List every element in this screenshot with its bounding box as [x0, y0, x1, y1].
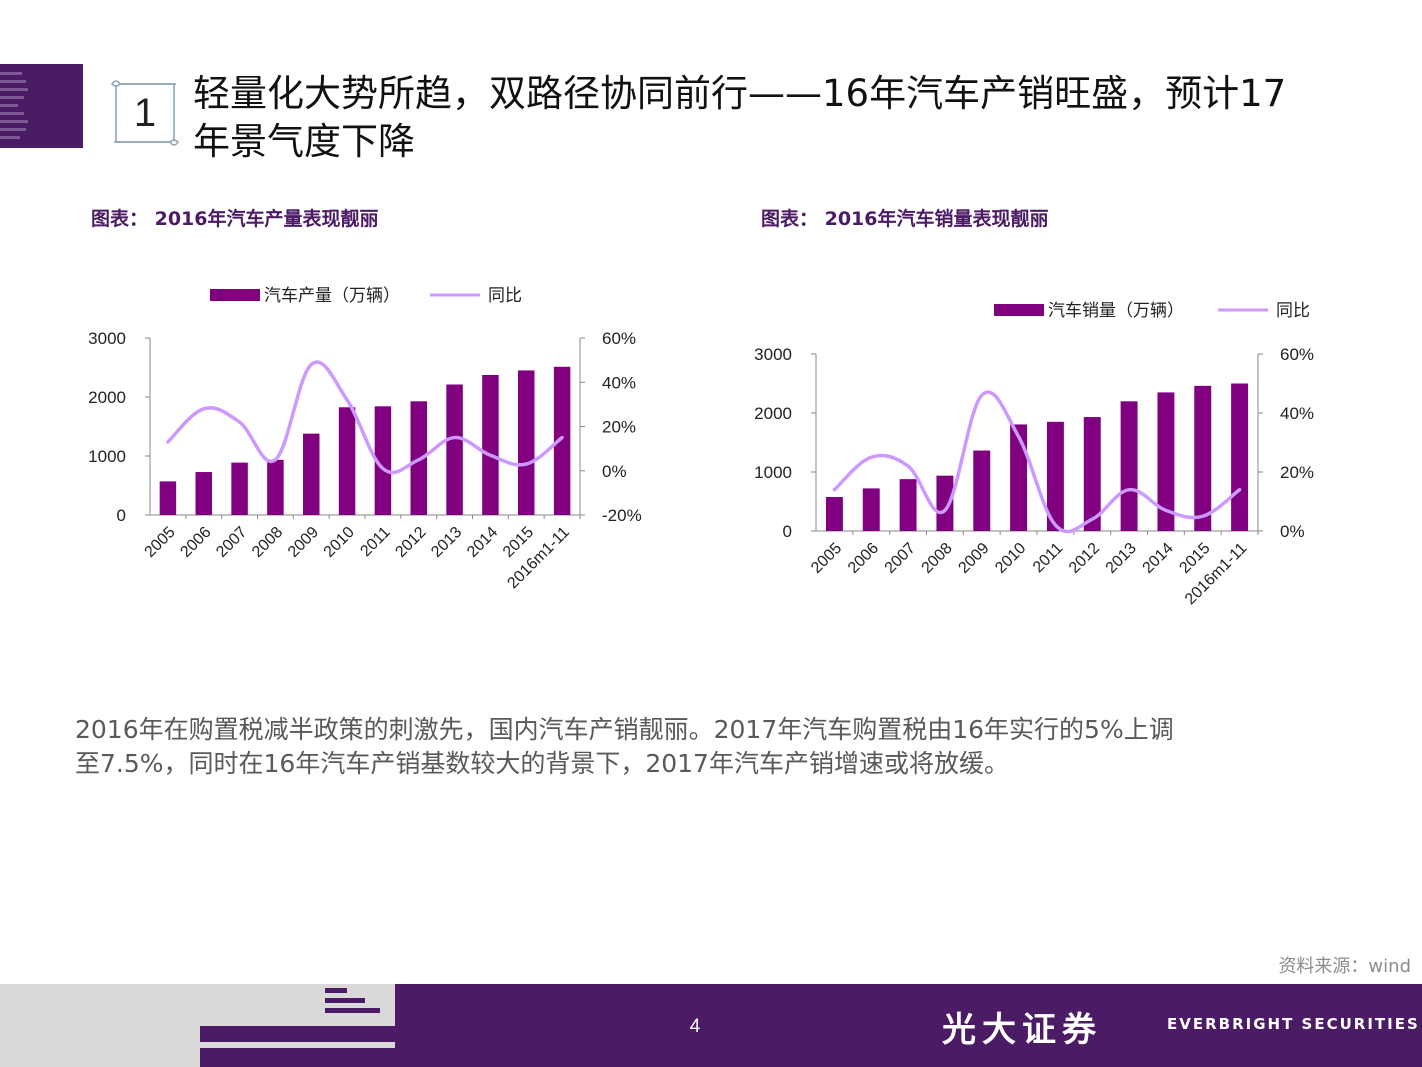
page-number: 4: [689, 1016, 701, 1037]
chart2-bar-2009: [973, 450, 991, 531]
chart1-left-tick-label: 1000: [88, 447, 126, 466]
footer-stripe: [325, 988, 347, 993]
chart1-bar-2015: [518, 370, 535, 515]
chart2-bar-2015: [1194, 385, 1212, 531]
chart2-x-label: 2005: [808, 540, 845, 577]
chart2-legend-bar-label: 汽车销量（万辆）: [1048, 301, 1184, 320]
slide-title-line2: 年景气度下降: [193, 120, 415, 163]
body-line1: 2016年在购置税减半政策的刺激先，国内汽车产销靓丽。2017年汽车购置税由16…: [75, 715, 1174, 744]
chart1-x-label: 2006: [177, 524, 214, 561]
chart2-right-tick-label: 60%: [1280, 345, 1314, 364]
corner-decoration: [0, 64, 83, 148]
chart1-x-label: 2014: [464, 524, 501, 561]
chart2-x-label: 2011: [1030, 540, 1066, 576]
chart1-right-tick-label: 40%: [602, 373, 636, 392]
chart1-caption: 图表： 2016年汽车产量表现靓丽: [91, 208, 379, 230]
chart1-yoy-line: [166, 360, 564, 475]
chart2-bar-2012: [1083, 417, 1101, 531]
chart1-bar-2005: [159, 481, 177, 515]
footer-bar: [0, 984, 1422, 1067]
footer-stripe: [325, 998, 365, 1003]
chart1-right-tick-label: 0%: [602, 462, 627, 481]
chart1-x-label: 2013: [428, 524, 465, 561]
chart1-x-label: 2011: [357, 524, 393, 560]
chart1-x-label: 2008: [249, 524, 286, 561]
chart1-bar-2011: [374, 406, 392, 515]
chart1-bar-2010: [338, 407, 356, 515]
chart1-bar-2008: [267, 459, 284, 515]
section-scroll-icon: 1: [110, 76, 180, 150]
footer-stripe: [325, 1008, 380, 1013]
chart1-left-tick-label: 0: [117, 506, 126, 525]
scroll-icon: [111, 80, 179, 146]
chart2-bar-2007: [899, 479, 917, 531]
brand-logo-cn: 光大证券: [942, 1010, 1102, 1050]
chart1-right-tick-label: -20%: [602, 506, 642, 525]
chart1-x-label: 2007: [213, 524, 250, 561]
chart2-x-label: 2010: [992, 540, 1029, 577]
chart1-bar-2016m1-11: [553, 366, 571, 515]
chart2-left-tick-label: 2000: [754, 404, 792, 423]
source-note: 资料来源：wind: [1278, 956, 1411, 977]
chart2-x-label: 2008: [919, 540, 956, 577]
chart2-bar-2014: [1157, 392, 1175, 531]
chart1-bar-2014: [482, 374, 499, 515]
chart1-x-label: 2009: [285, 524, 322, 561]
chart1-left-tick-label: 2000: [88, 388, 126, 407]
chart2-bar-2010: [1010, 424, 1028, 531]
chart2-bar-2011: [1046, 421, 1064, 531]
chart2-x-label: 2014: [1140, 540, 1177, 577]
chart2-yoy-line: [832, 390, 1242, 534]
chart2-legend-line-label: 同比: [1276, 301, 1310, 320]
chart2-x-label: 2009: [955, 540, 992, 577]
chart1-right-tick-label: 60%: [602, 329, 636, 348]
chart1-x-label: 2012: [392, 524, 429, 561]
chart2-right-tick-label: 20%: [1280, 463, 1314, 482]
chart2-left-tick-label: 3000: [754, 345, 792, 364]
chart1-x-label: 2005: [142, 524, 179, 561]
chart1-x-label: 2010: [321, 524, 358, 561]
footer-stripe: [200, 1048, 395, 1067]
chart2-x-label: 2013: [1103, 540, 1140, 577]
chart1-bar-2013: [446, 384, 463, 515]
chart2-right-tick-label: 0%: [1280, 522, 1305, 541]
chart2-x-label: 2006: [845, 540, 882, 577]
chart1-bar-2009: [303, 433, 320, 515]
chart2-x-label: 2007: [882, 540, 919, 577]
brand-logo-en: EVERBRIGHT SECURITIES: [1167, 1015, 1420, 1033]
chart2-x-label: 2012: [1066, 540, 1103, 577]
chart2-bar-2006: [862, 488, 880, 531]
chart2-bar-2005: [825, 497, 843, 531]
chart1-legend-line-label: 同比: [488, 286, 522, 305]
chart1-bar-2006: [195, 472, 212, 515]
chart1-bar-2007: [231, 462, 248, 515]
chart2-right-tick-label: 40%: [1280, 404, 1314, 423]
chart1-right-tick-label: 20%: [602, 418, 636, 437]
slide-title-line1: 轻量化大势所趋，双路径协同前行——16年汽车产销旺盛，预计17: [193, 72, 1287, 115]
body-line2: 至7.5%，同时在16年汽车产销基数较大的背景下，2017年汽车产销增速或将放缓…: [75, 749, 1009, 778]
footer-stripe: [200, 1026, 395, 1042]
body-text: 2016年在购置税减半政策的刺激先，国内汽车产销靓丽。2017年汽车购置税由16…: [75, 713, 1305, 781]
chart1-left-tick-label: 3000: [88, 329, 126, 348]
chart2-left-tick-label: 1000: [754, 463, 792, 482]
chart1-legend-bar-swatch: [210, 289, 260, 301]
footer-stripe: [200, 1042, 395, 1045]
chart2-bar-2008: [936, 475, 954, 531]
slide-title: 轻量化大势所趋，双路径协同前行——16年汽车产销旺盛，预计17 年景气度下降: [193, 70, 1373, 166]
chart2-bar-2016m1-11: [1231, 383, 1249, 531]
production-chart: 汽车产量（万辆） 同比 0 1000 2000 3000 -20% 0% 20% 40% 60% 20…: [88, 286, 642, 592]
section-number: 1: [133, 90, 157, 135]
chart2-bar-2013: [1120, 401, 1138, 531]
chart2-left-tick-label: 0: [783, 522, 792, 541]
chart1-legend-bar-label: 汽车产量（万辆）: [264, 286, 400, 305]
chart2-legend-bar-swatch: [994, 304, 1044, 316]
chart2-caption: 图表： 2016年汽车销量表现靓丽: [761, 208, 1049, 230]
